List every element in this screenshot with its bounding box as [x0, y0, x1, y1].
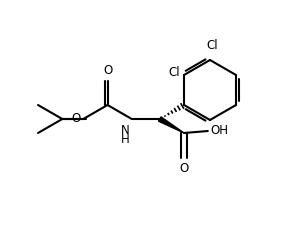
- Text: Cl: Cl: [206, 39, 218, 52]
- Text: O: O: [103, 64, 112, 77]
- Text: Cl: Cl: [168, 66, 180, 79]
- Text: H: H: [121, 133, 130, 146]
- Text: O: O: [71, 113, 80, 125]
- Text: O: O: [179, 162, 189, 175]
- Polygon shape: [158, 117, 184, 133]
- Text: N: N: [121, 124, 130, 137]
- Text: OH: OH: [211, 124, 229, 138]
